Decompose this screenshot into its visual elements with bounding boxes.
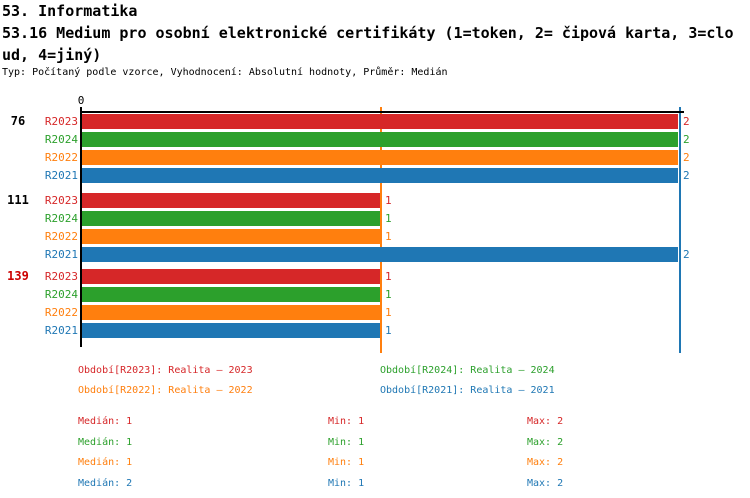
indicator-title-line-2: ud, 4=jiný) bbox=[2, 46, 102, 64]
median-line-r2021 bbox=[679, 107, 681, 353]
bar-value-label: 1 bbox=[385, 270, 392, 283]
stat-max-r2022: Max: 2 bbox=[527, 457, 564, 468]
bar-value-label: 2 bbox=[683, 169, 690, 182]
bar-value-label: 1 bbox=[385, 194, 392, 207]
series-tick-label: R2022 bbox=[44, 230, 78, 243]
bar-r2023-76 bbox=[82, 114, 678, 129]
legend-item-r2022: Období[R2022]: Realita – 2022 bbox=[78, 385, 253, 396]
bar-r2021-76 bbox=[82, 168, 678, 183]
bar-r2022-76 bbox=[82, 150, 678, 165]
bar-value-label: 2 bbox=[683, 115, 690, 128]
series-tick-label: R2022 bbox=[44, 306, 78, 319]
bar-value-label: 1 bbox=[385, 230, 392, 243]
bar-value-label: 2 bbox=[683, 133, 690, 146]
bar-value-label: 1 bbox=[385, 306, 392, 319]
stat-max-r2021: Max: 2 bbox=[527, 478, 564, 489]
series-tick-label: R2021 bbox=[44, 169, 78, 182]
series-tick-label: R2023 bbox=[44, 115, 78, 128]
chart-meta-info: Typ: Počítaný podle vzorce, Vyhodnocení:… bbox=[2, 67, 448, 78]
stat-median-r2024: Medián: 1 bbox=[78, 437, 133, 448]
section-title: 53. Informatika bbox=[2, 2, 138, 20]
bar-r2023-139 bbox=[82, 269, 380, 284]
stat-min-r2022: Min: 1 bbox=[328, 457, 365, 468]
bar-r2021-111 bbox=[82, 247, 678, 262]
series-tick-label: R2023 bbox=[44, 194, 78, 207]
median-line-r2022 bbox=[380, 107, 382, 353]
stat-median-r2023: Medián: 1 bbox=[78, 416, 133, 427]
bar-value-label: 1 bbox=[385, 212, 392, 225]
legend-item-r2021: Období[R2021]: Realita – 2021 bbox=[380, 385, 555, 396]
stat-min-r2024: Min: 1 bbox=[328, 437, 365, 448]
bar-value-label: 1 bbox=[385, 288, 392, 301]
bar-value-label: 1 bbox=[385, 324, 392, 337]
bar-r2024-139 bbox=[82, 287, 380, 302]
bar-r2024-76 bbox=[82, 132, 678, 147]
series-tick-label: R2024 bbox=[44, 133, 78, 146]
legend-item-r2024: Období[R2024]: Realita – 2024 bbox=[380, 365, 555, 376]
series-tick-label: R2024 bbox=[44, 288, 78, 301]
bar-r2022-111 bbox=[82, 229, 380, 244]
indicator-title-line-1: 53.16 Medium pro osobní elektronické cer… bbox=[2, 24, 734, 42]
bar-r2024-111 bbox=[82, 211, 380, 226]
bar-value-label: 2 bbox=[683, 151, 690, 164]
stat-min-r2023: Min: 1 bbox=[328, 416, 365, 427]
y-axis-line bbox=[80, 107, 82, 347]
bar-value-label: 2 bbox=[683, 248, 690, 261]
bar-r2022-139 bbox=[82, 305, 380, 320]
series-tick-label: R2024 bbox=[44, 212, 78, 225]
stat-median-r2022: Medián: 1 bbox=[78, 457, 133, 468]
group-label: 76 bbox=[10, 114, 26, 128]
stat-min-r2021: Min: 1 bbox=[328, 478, 365, 489]
stat-max-r2024: Max: 2 bbox=[527, 437, 564, 448]
group-label: 111 bbox=[7, 193, 29, 207]
series-tick-label: R2022 bbox=[44, 151, 78, 164]
stat-median-r2021: Medián: 2 bbox=[78, 478, 133, 489]
series-tick-label: R2021 bbox=[44, 324, 78, 337]
x-axis-top-line bbox=[80, 111, 684, 113]
legend-item-r2023: Období[R2023]: Realita – 2023 bbox=[78, 365, 253, 376]
series-tick-label: R2023 bbox=[44, 270, 78, 283]
group-label: 139 bbox=[7, 269, 29, 283]
stat-max-r2023: Max: 2 bbox=[527, 416, 564, 427]
bar-r2023-111 bbox=[82, 193, 380, 208]
series-tick-label: R2021 bbox=[44, 248, 78, 261]
x-axis-tick-label: 0 bbox=[77, 94, 85, 107]
bar-r2021-139 bbox=[82, 323, 380, 338]
